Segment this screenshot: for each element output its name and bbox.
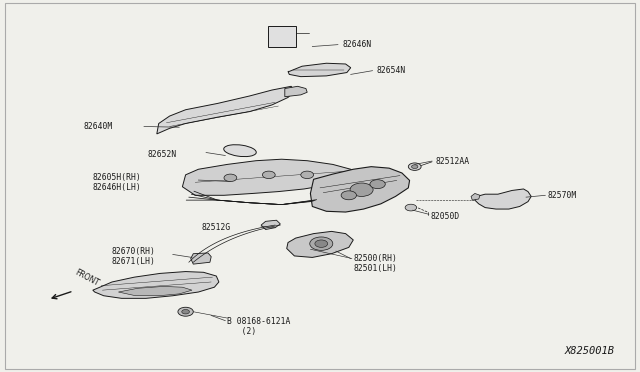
Text: 82500(RH)
82501(LH): 82500(RH) 82501(LH) — [353, 254, 397, 273]
Polygon shape — [93, 272, 219, 298]
Text: 82640M: 82640M — [83, 122, 113, 131]
Polygon shape — [471, 193, 480, 200]
Text: FRONT: FRONT — [74, 268, 100, 288]
Text: 82652N: 82652N — [147, 150, 177, 159]
Polygon shape — [475, 189, 531, 209]
Polygon shape — [191, 253, 211, 264]
Circle shape — [412, 165, 418, 169]
Ellipse shape — [224, 145, 256, 157]
Bar — [268, 26, 296, 46]
Polygon shape — [261, 220, 280, 230]
Circle shape — [224, 174, 237, 182]
Text: 82570M: 82570M — [547, 191, 577, 200]
Circle shape — [370, 180, 385, 189]
Polygon shape — [157, 86, 294, 134]
Polygon shape — [310, 167, 410, 212]
Text: X825001B: X825001B — [564, 346, 614, 356]
Text: 82605H(RH)
82646H(LH): 82605H(RH) 82646H(LH) — [93, 173, 141, 192]
Circle shape — [310, 237, 333, 250]
Circle shape — [315, 240, 328, 247]
Text: 82512AA: 82512AA — [435, 157, 469, 166]
Polygon shape — [182, 159, 355, 195]
Polygon shape — [285, 86, 307, 97]
Text: 82654N: 82654N — [376, 66, 406, 75]
Polygon shape — [118, 286, 192, 296]
Text: B 08168-6121A
   (2): B 08168-6121A (2) — [227, 317, 291, 336]
Circle shape — [341, 191, 356, 200]
Circle shape — [262, 171, 275, 179]
Circle shape — [301, 171, 314, 179]
Circle shape — [350, 183, 373, 196]
Circle shape — [405, 204, 417, 211]
Polygon shape — [288, 63, 351, 77]
Circle shape — [182, 310, 189, 314]
Circle shape — [408, 163, 421, 170]
Circle shape — [178, 307, 193, 316]
Polygon shape — [287, 231, 353, 257]
Text: 82512G: 82512G — [202, 223, 231, 232]
Text: 82646N: 82646N — [342, 40, 372, 49]
Text: 82050D: 82050D — [430, 212, 460, 221]
Text: 82670(RH)
82671(LH): 82670(RH) 82671(LH) — [112, 247, 156, 266]
